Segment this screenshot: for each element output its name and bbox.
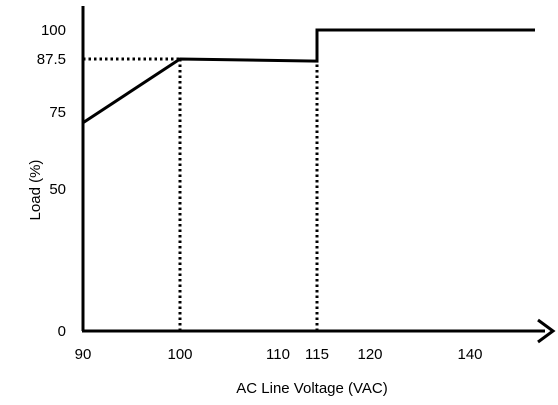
x-tick-label: 110 bbox=[266, 346, 290, 363]
y-tick-label: 50 bbox=[49, 181, 66, 198]
y-tick-labels: 0 50 75 87.5 100 bbox=[37, 22, 66, 340]
y-tick-label: 100 bbox=[41, 22, 66, 39]
x-tick-label: 90 bbox=[75, 346, 92, 363]
x-tick-label: 140 bbox=[457, 346, 482, 363]
x-tick-label: 100 bbox=[167, 346, 192, 363]
reference-lines bbox=[83, 57, 319, 331]
y-tick-label: 87.5 bbox=[37, 51, 66, 68]
x-axis-label: AC Line Voltage (VAC) bbox=[236, 380, 387, 397]
y-tick-label: 0 bbox=[58, 323, 66, 340]
series-layer bbox=[82, 28, 536, 125]
y-tick-label: 75 bbox=[49, 104, 66, 121]
x-tick-label: 115 bbox=[305, 346, 329, 363]
y-axis-label: Load (%) bbox=[27, 160, 44, 221]
load-series-line bbox=[82, 28, 535, 125]
x-tick-label: 120 bbox=[357, 346, 382, 363]
x-tick-labels: 90 100 110 115 120 140 bbox=[75, 346, 483, 363]
x-axis-arrowhead bbox=[537, 318, 556, 344]
axes bbox=[81, 6, 556, 344]
